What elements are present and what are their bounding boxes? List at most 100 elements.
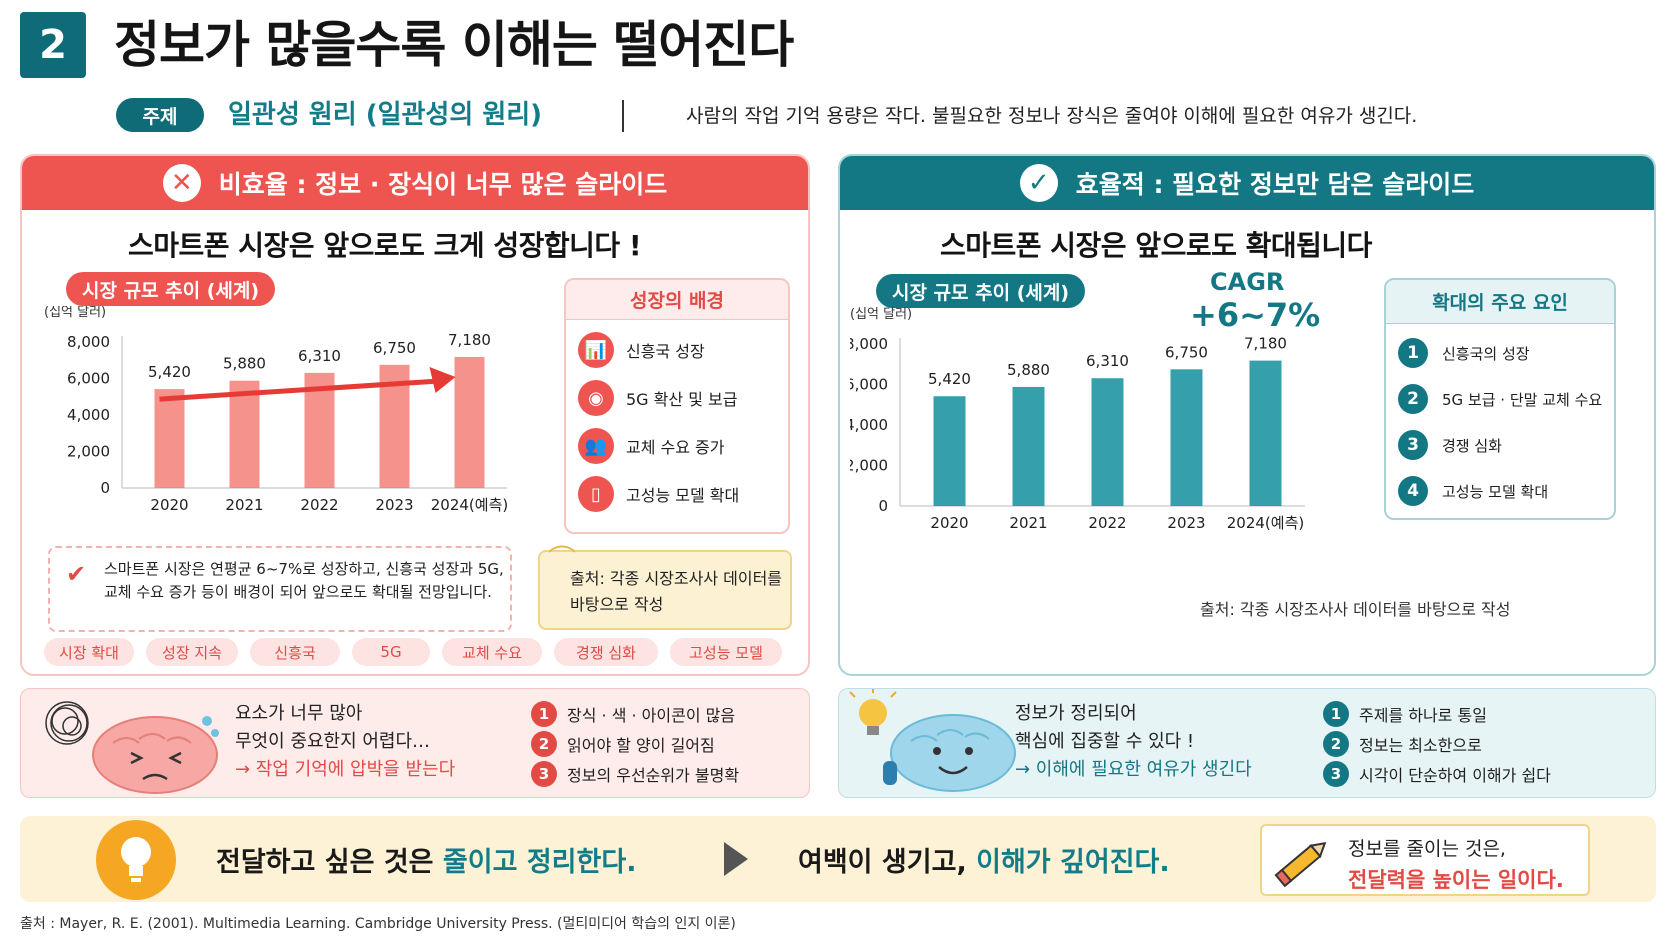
citation-footer: 출처 : Mayer, R. E. (2001). Multimedia Lea…: [20, 916, 736, 932]
background-item: ▯ 고성능 모델 확대: [578, 476, 739, 512]
happy-brain-illustration: [849, 689, 1016, 792]
wifi-icon: ◉: [578, 380, 614, 416]
background-item: 📊 신흥국 성장: [578, 332, 705, 368]
topic-divider: [622, 100, 624, 132]
reason-label: 읽어야 할 양이 길어짐: [567, 736, 715, 755]
x-tick-label: 2023: [375, 496, 413, 514]
bar-value-label: 6,310: [298, 347, 341, 365]
bar-value-label: 6,310: [1086, 352, 1129, 370]
factor-item: 4 고성능 모델 확대: [1398, 476, 1548, 506]
clarity-point: 3 시각이 단순하여 이해가 쉽다: [1323, 761, 1551, 787]
key-message-line-1: 정보를 줄이는 것은,: [1348, 838, 1506, 860]
bar: [454, 356, 485, 488]
y-axis-unit-label: (십억 달러): [44, 306, 106, 320]
reason-number: 3: [531, 761, 557, 787]
check-icon: ✓: [1019, 164, 1058, 202]
y-tick-label: 2,000: [850, 457, 888, 475]
overload-line-3: → 작업 기억에 압박을 받는다: [235, 759, 456, 780]
y-tick-label: 4,000: [67, 406, 110, 424]
bar: [1249, 360, 1282, 506]
keyword-tag: 신흥국: [250, 638, 340, 666]
clarity-explanation-box: 정보가 정리되어 핵심에 집중할 수 있다 ! → 이해에 필요한 여유가 생긴…: [838, 688, 1656, 798]
clarity-point: 2 정보는 최소한으로: [1323, 731, 1482, 757]
lightbulb-icon: [96, 820, 176, 900]
y-tick-label: 4,000: [850, 416, 888, 434]
bar-value-label: 7,180: [1244, 335, 1287, 353]
scribble-icon: [45, 701, 89, 745]
conclusion-part-1-highlight: 줄이고 정리한다.: [442, 847, 637, 878]
chart-up-icon: 📊: [578, 332, 614, 368]
bar-value-label: 5,420: [148, 363, 191, 381]
conclusion-part-1: 전달하고 싶은 것은 줄이고 정리한다.: [216, 840, 636, 879]
background-item-label: 교체 수요 증가: [626, 438, 725, 457]
key-message-card: 정보를 줄이는 것은, 전달력을 높이는 일이다.: [1260, 824, 1590, 896]
reason-label: 정보의 우선순위가 불명확: [567, 766, 740, 785]
bar-value-label: 5,880: [223, 355, 266, 373]
efficient-panel-header: ✓ 효율적 : 필요한 정보만 담은 슬라이드: [840, 156, 1654, 210]
keyword-tag: 5G: [352, 638, 430, 666]
key-message-line-2: 전달력을 높이는 일이다.: [1348, 868, 1564, 892]
conclusion-part-1-text: 전달하고 싶은 것은: [216, 847, 443, 878]
x-tick-label: 2020: [930, 514, 968, 532]
factor-item: 3 경쟁 심화: [1398, 430, 1502, 460]
people-icon: 👥: [578, 428, 614, 464]
point-label: 시각이 단순하여 이해가 쉽다: [1359, 766, 1551, 785]
bar: [154, 389, 185, 488]
trend-arrow-line: [159, 378, 440, 402]
source-note-text: 출처: 각종 시장조사사 데이터를 바탕으로 작성: [570, 569, 783, 614]
keyword-tag: 시장 확대: [44, 638, 134, 666]
factor-number: 4: [1398, 476, 1428, 506]
growth-background-title: 성장의 배경: [566, 280, 788, 320]
topic-pill: 주제: [116, 98, 204, 132]
key-factors-box: 확대의 주요 요인 1 신흥국의 성장 2 5G 보급 · 단말 교체 수요 3…: [1384, 278, 1616, 520]
key-factors-title: 확대의 주요 요인: [1386, 280, 1614, 324]
x-tick-label: 2024(예측): [431, 496, 508, 514]
efficient-panel-title: 효율적 : 필요한 정보만 담은 슬라이드: [1075, 170, 1475, 199]
point-number: 2: [1323, 731, 1349, 757]
x-tick-label: 2022: [300, 496, 338, 514]
efficient-slide-panel: ✓ 효율적 : 필요한 정보만 담은 슬라이드 스마트폰 시장은 앞으로도 확대…: [838, 154, 1656, 676]
overload-line-2: 무엇이 중요한지 어렵다…: [235, 731, 431, 752]
inefficient-slide-title: 스마트폰 시장은 앞으로도 크게 성장합니다 !: [128, 229, 642, 262]
topic-name: 일관성 원리 (일관성의 원리): [228, 100, 543, 130]
factor-number: 1: [1398, 338, 1428, 368]
overload-reason: 3 정보의 우선순위가 불명확: [531, 761, 739, 787]
efficient-source-text: 출처: 각종 시장조사사 데이터를 바탕으로 작성: [1200, 600, 1511, 619]
inefficient-panel-title: 비효율 : 정보 · 장식이 너무 많은 슬라이드: [218, 170, 668, 199]
y-tick-label: 0: [100, 479, 110, 497]
stressed-brain-illustration: [45, 701, 219, 794]
page-title: 정보가 많을수록 이해는 떨어진다: [114, 16, 794, 74]
inefficient-chart-label: 시장 규모 추이 (세계): [66, 272, 276, 306]
bar: [1012, 386, 1045, 506]
inefficient-panel-header: ✕ 비효율 : 정보 · 장식이 너무 많은 슬라이드: [22, 156, 808, 210]
x-tick-label: 2021: [225, 496, 263, 514]
source-sticky-note: ⌒ 출처: 각종 시장조사사 데이터를 바탕으로 작성: [538, 543, 792, 630]
background-item-label: 고성능 모델 확대: [626, 486, 740, 505]
arrow-right-icon: [724, 842, 748, 876]
bar: [1091, 378, 1124, 506]
bar-value-label: 5,880: [1007, 361, 1050, 379]
inefficient-slide-panel: ✕ 비효율 : 정보 · 장식이 너무 많은 슬라이드 스마트폰 시장은 앞으로…: [20, 154, 810, 676]
clarity-line-1: 정보가 정리되어: [1015, 703, 1137, 724]
factor-number: 2: [1398, 384, 1428, 414]
check-icon: ✔: [66, 560, 87, 588]
summary-note-text: 스마트폰 시장은 연평균 6~7%로 성장하고, 신흥국 성장과 5G, 교체 …: [104, 560, 504, 601]
x-tick-label: 2020: [150, 496, 188, 514]
phone-icon: ▯: [578, 476, 614, 512]
x-tick-label: 2021: [1009, 514, 1047, 532]
paperclip-icon: ⌒: [548, 543, 577, 576]
section-number-badge: 2: [20, 12, 86, 78]
bar-value-label: 5,420: [928, 370, 971, 388]
efficient-bar-chart: (십억 달러) 0 2,000 4,000 6,000 8,000 5,420 2020 5,8…: [850, 307, 1305, 532]
keyword-tag: 교체 수요: [442, 638, 542, 666]
conclusion-part-2-text: 여백이 생기고,: [798, 847, 977, 878]
y-tick-label: 6,000: [850, 376, 888, 394]
keyword-tag: 경쟁 심화: [554, 638, 658, 666]
x-icon: ✕: [162, 164, 201, 202]
background-item: ◉ 5G 확산 및 보급: [578, 380, 737, 416]
reason-number: 1: [531, 701, 557, 727]
overload-reason: 1 장식 · 색 · 아이콘이 많음: [531, 701, 735, 727]
bar: [304, 372, 335, 488]
keyword-tags: 시장 확대 성장 지속 신흥국 5G 교체 수요 경쟁 심화 고성능 모델: [44, 638, 800, 668]
factor-label: 고성능 모델 확대: [1442, 482, 1549, 501]
